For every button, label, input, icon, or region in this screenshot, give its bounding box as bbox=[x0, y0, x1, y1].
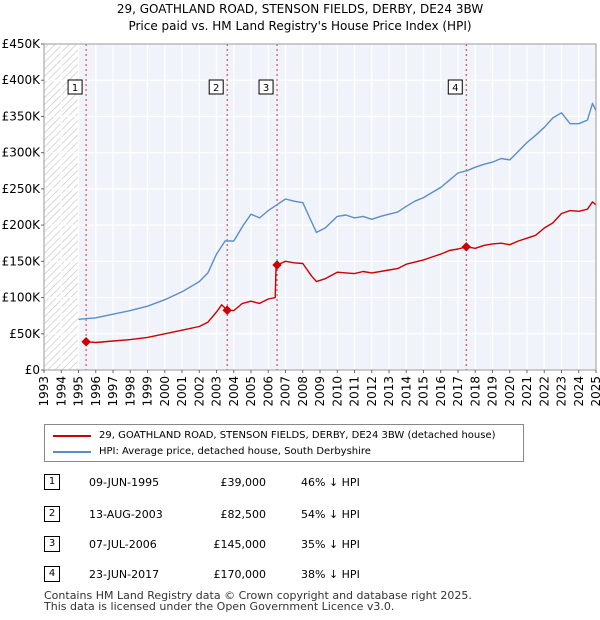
hpi-line bbox=[78, 102, 596, 320]
footer-copyright: Contains HM Land Registry data © Crown c… bbox=[44, 589, 472, 602]
x-tick-label: 1997 bbox=[106, 376, 120, 407]
y-tick-label: £200K bbox=[2, 218, 42, 232]
property-price-line bbox=[86, 201, 596, 344]
x-tick-label: 2004 bbox=[227, 376, 241, 407]
x-tick-label: 2005 bbox=[244, 376, 258, 407]
chart-subtitle: Price paid vs. HM Land Registry's House … bbox=[128, 19, 471, 33]
sale-point bbox=[461, 242, 471, 252]
sale-row: 3 07-JUL-2006 £145,000 35% ↓ HPI bbox=[44, 536, 584, 554]
sale-number: 4 bbox=[44, 566, 60, 582]
sale-number: 3 bbox=[44, 536, 60, 552]
sale-label-box bbox=[208, 79, 224, 95]
y-tick-label: £400K bbox=[2, 73, 42, 87]
sale-number: 1 bbox=[44, 474, 60, 490]
x-tick-label: 2021 bbox=[520, 376, 534, 407]
legend: 29, GOATHLAND ROAD, STENSON FIELDS, DERB… bbox=[44, 424, 524, 462]
x-tick-label: 2003 bbox=[210, 376, 224, 407]
x-tick-label: 2020 bbox=[503, 376, 517, 407]
legend-label-hpi: HPI: Average price, detached house, Sout… bbox=[99, 446, 371, 457]
legend-label-property: 29, GOATHLAND ROAD, STENSON FIELDS, DERB… bbox=[99, 430, 496, 441]
x-tick-label: 2018 bbox=[468, 376, 482, 407]
x-tick-label: 1995 bbox=[72, 376, 86, 407]
sale-hpi-diff: 46% ↓ HPI bbox=[301, 476, 360, 489]
sale-date: 23-JUN-2017 bbox=[89, 568, 160, 581]
sale-price: £170,000 bbox=[213, 568, 267, 581]
x-tick-label: 2008 bbox=[296, 376, 310, 407]
sale-label-number: 4 bbox=[452, 83, 458, 94]
x-tick-label: 2014 bbox=[399, 376, 413, 407]
price-chart: 29, GOATHLAND ROAD, STENSON FIELDS, DERB… bbox=[2, 2, 600, 407]
sale-row: 2 13-AUG-2003 £82,500 54% ↓ HPI bbox=[44, 506, 584, 524]
x-tick-label: 2009 bbox=[313, 376, 327, 407]
x-tick-label: 2022 bbox=[537, 376, 551, 407]
series-group bbox=[78, 102, 596, 344]
x-tick-label: 2019 bbox=[486, 376, 500, 407]
x-tick-label: 2025 bbox=[589, 376, 600, 407]
sale-label-box bbox=[67, 79, 83, 95]
sale-point bbox=[222, 305, 232, 315]
x-tick-label: 1996 bbox=[89, 376, 103, 407]
footer-licence: This data is licensed under the Open Gov… bbox=[44, 600, 395, 613]
y-tick-label: £300K bbox=[2, 146, 42, 160]
x-tick-label: 2010 bbox=[330, 376, 344, 407]
sale-point bbox=[81, 337, 91, 347]
x-tick-label: 1998 bbox=[123, 376, 137, 407]
y-tick-label: £150K bbox=[2, 254, 42, 268]
footer: Contains HM Land Registry data © Crown c… bbox=[44, 590, 472, 612]
x-tick-label: 2023 bbox=[555, 376, 569, 407]
sale-label-box bbox=[447, 79, 463, 95]
x-tick-label: 2006 bbox=[261, 376, 275, 407]
x-tick-label: 2017 bbox=[451, 376, 465, 407]
sale-label-number: 1 bbox=[72, 83, 78, 94]
x-tick-label: 2016 bbox=[434, 376, 448, 407]
y-tick-label: £50K bbox=[9, 327, 41, 341]
x-tick-label: 2002 bbox=[192, 376, 206, 407]
sale-date: 07-JUL-2006 bbox=[89, 538, 157, 551]
legend-swatch-property bbox=[53, 435, 91, 437]
x-tick-label: 2024 bbox=[572, 376, 586, 407]
legend-swatch-hpi bbox=[53, 451, 91, 453]
sale-row: 1 09-JUN-1995 £39,000 46% ↓ HPI bbox=[44, 474, 584, 492]
chart-title: 29, GOATHLAND ROAD, STENSON FIELDS, DERB… bbox=[117, 2, 484, 16]
y-tick-label: £0 bbox=[25, 363, 40, 377]
sale-date: 09-JUN-1995 bbox=[89, 476, 160, 489]
sale-hpi-diff: 38% ↓ HPI bbox=[301, 568, 360, 581]
x-tick-label: 2015 bbox=[417, 376, 431, 407]
sale-label-number: 2 bbox=[213, 83, 219, 94]
y-tick-label: £350K bbox=[2, 109, 42, 123]
x-tick-label: 2012 bbox=[365, 376, 379, 407]
sale-row: 4 23-JUN-2017 £170,000 38% ↓ HPI bbox=[44, 566, 584, 584]
sale-hpi-diff: 35% ↓ HPI bbox=[301, 538, 360, 551]
sale-hpi-diff: 54% ↓ HPI bbox=[301, 508, 360, 521]
sale-label-box bbox=[258, 79, 274, 95]
x-tick-label: 2013 bbox=[382, 376, 396, 407]
y-tick-label: £450K bbox=[2, 37, 42, 51]
sale-point bbox=[272, 260, 282, 270]
x-tick-label: 2011 bbox=[348, 376, 362, 407]
x-tick-label: 2000 bbox=[158, 376, 172, 407]
x-tick-label: 2007 bbox=[279, 376, 293, 407]
sale-price: £39,000 bbox=[220, 476, 267, 489]
sale-date: 13-AUG-2003 bbox=[89, 508, 163, 521]
sale-number: 2 bbox=[44, 506, 60, 522]
y-tick-label: £100K bbox=[2, 291, 42, 305]
x-tick-label: 1993 bbox=[37, 376, 51, 407]
x-tick-label: 1994 bbox=[54, 376, 68, 407]
x-tick-label: 2001 bbox=[175, 376, 189, 407]
x-tick-label: 1999 bbox=[141, 376, 155, 407]
sale-price: £145,000 bbox=[213, 538, 267, 551]
sale-label-number: 3 bbox=[263, 83, 269, 94]
sale-price: £82,500 bbox=[220, 508, 267, 521]
y-tick-label: £250K bbox=[2, 182, 42, 196]
